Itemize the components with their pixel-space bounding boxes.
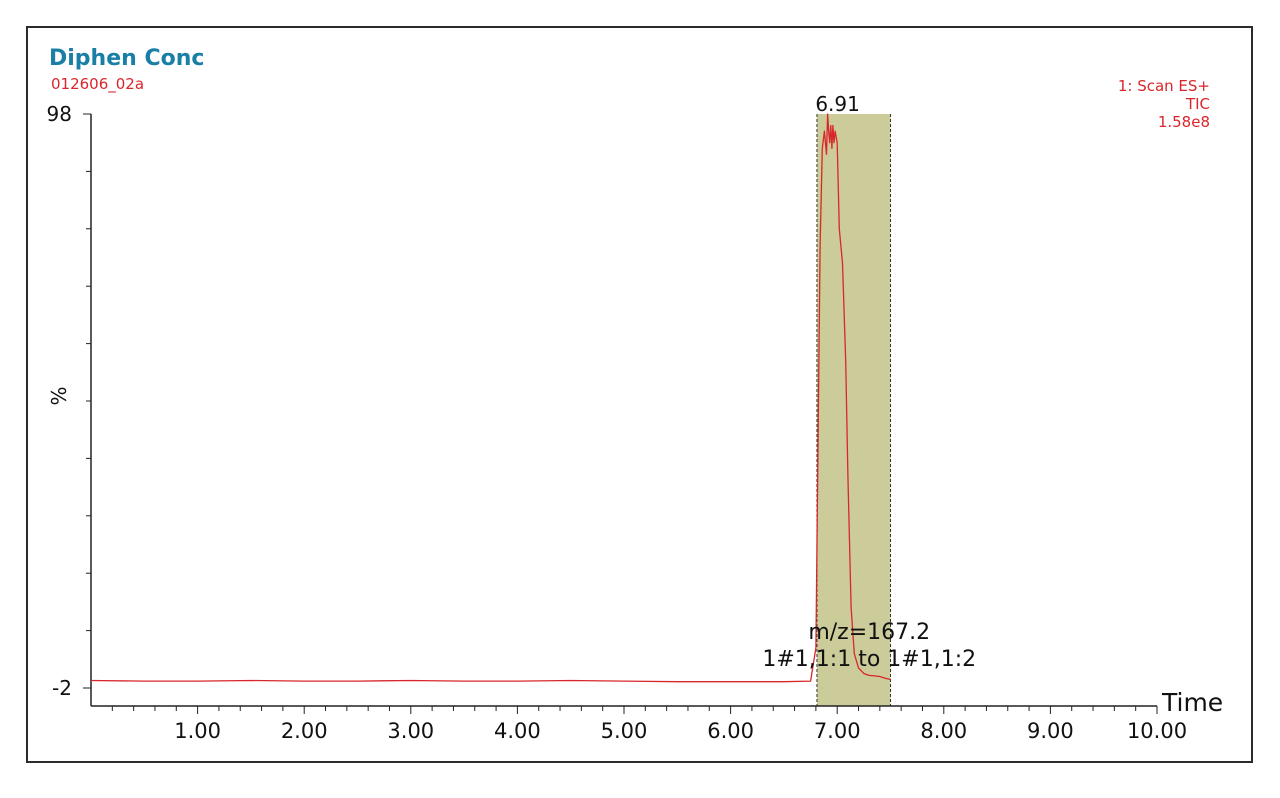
x-tick-label: 4.00 <box>494 719 541 743</box>
x-tick-label: 1.00 <box>174 719 221 743</box>
mz-label: m/z=167.2 <box>808 620 930 645</box>
x-tick-label: 5.00 <box>601 719 648 743</box>
x-tick-label: 9.00 <box>1027 719 1074 743</box>
scan-type: 1: Scan ES+ <box>1117 77 1210 95</box>
peak-label: 6.91 <box>815 92 860 116</box>
scan-range-label: 1#1,1:1 to 1#1,1:2 <box>762 647 976 672</box>
x-tick-label: 10.00 <box>1127 719 1187 743</box>
chart-frame <box>26 26 1253 763</box>
sample-id: 012606_02a <box>51 75 145 93</box>
x-tick-label: 7.00 <box>814 719 861 743</box>
x-tick-label: 8.00 <box>920 719 967 743</box>
tic-trace-line <box>90 113 891 683</box>
x-tick-label: 3.00 <box>387 719 434 743</box>
integration-region <box>816 114 891 706</box>
x-tick-label: 2.00 <box>281 719 328 743</box>
y-axis-label: % <box>47 386 71 405</box>
chart-title: Diphen Conc <box>49 46 205 71</box>
y-tick-label: -2 <box>52 676 72 700</box>
x-tick-label: 6.00 <box>707 719 754 743</box>
y-tick-label: 98 <box>47 102 72 126</box>
intensity-label: 1.58e8 <box>1157 113 1210 131</box>
trace-type: TIC <box>1185 95 1210 113</box>
x-axis-label: Time <box>1161 688 1223 717</box>
